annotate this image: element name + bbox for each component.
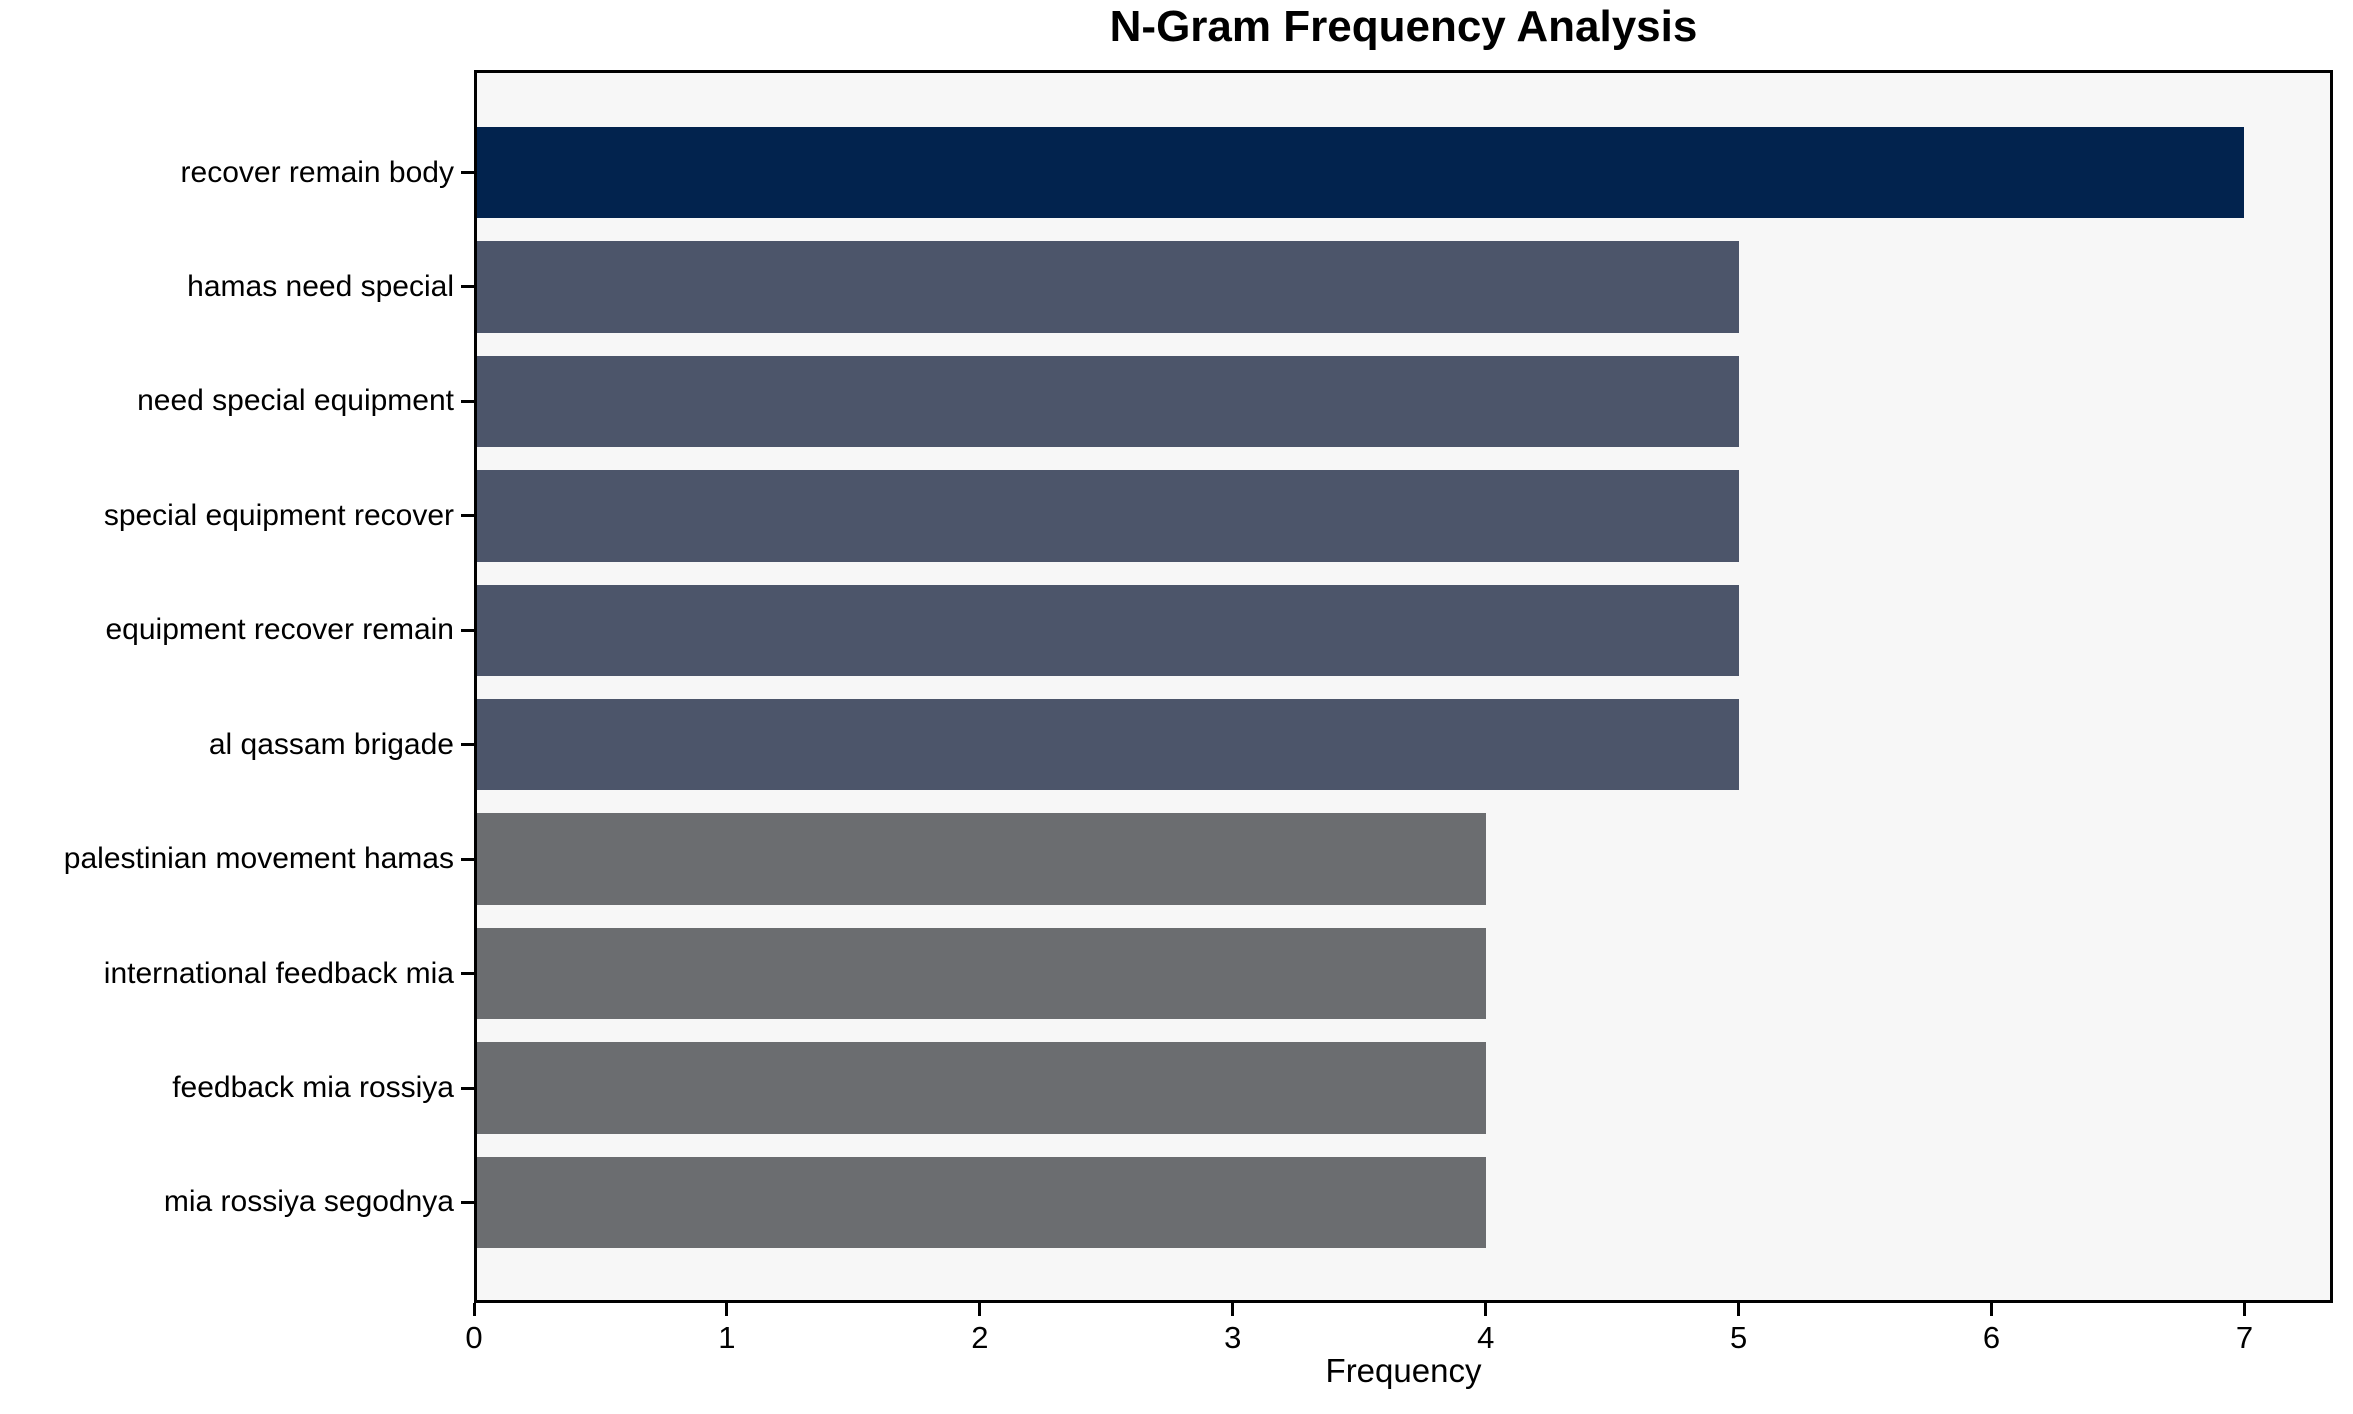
x-tick-label: 4	[1477, 1320, 1495, 1355]
y-tick-mark	[461, 1086, 474, 1090]
bar	[474, 927, 1486, 1020]
bar	[474, 470, 1739, 562]
bar	[474, 698, 1739, 791]
y-tick-mark	[461, 743, 474, 747]
bar	[474, 584, 1739, 677]
y-tick-mark	[461, 171, 474, 174]
x-tick-mark	[472, 1303, 476, 1316]
x-tick-label: 1	[718, 1320, 736, 1355]
y-tick-mark	[461, 285, 474, 289]
y-tick-mark	[461, 972, 474, 976]
y-tick-mark	[461, 857, 474, 861]
x-tick-mark	[725, 1303, 729, 1316]
y-tick-label: al qassam brigade	[208, 727, 454, 761]
y-tick-label: mia rossiya segodnya	[163, 1185, 454, 1219]
y-tick-mark	[461, 1200, 474, 1204]
x-tick-mark	[1990, 1303, 1994, 1316]
x-tick-label: 5	[1730, 1320, 1748, 1355]
plot-area	[474, 70, 2333, 1303]
bar	[474, 126, 2245, 219]
x-axis-title: Frequency	[1325, 1352, 1482, 1389]
y-tick-label: recover remain body	[180, 155, 454, 189]
y-tick-mark	[461, 399, 474, 403]
x-tick-mark	[978, 1303, 982, 1316]
y-tick-label: need special equipment	[137, 384, 454, 418]
bar	[474, 241, 1739, 333]
y-tick-label: palestinian movement hamas	[63, 842, 454, 876]
x-tick-label: 0	[465, 1320, 483, 1355]
x-tick-label: 7	[2235, 1320, 2254, 1355]
x-tick-label: 2	[971, 1320, 989, 1355]
y-tick-label: equipment recover remain	[105, 613, 454, 647]
x-tick-mark	[1737, 1303, 1741, 1316]
y-tick-label: special equipment recover	[103, 498, 454, 532]
y-tick-label: feedback mia rossiya	[172, 1071, 454, 1105]
x-tick-mark	[1484, 1303, 1488, 1316]
x-tick-mark	[2242, 1303, 2246, 1316]
y-tick-mark	[461, 514, 474, 518]
x-tick-mark	[1231, 1303, 1235, 1316]
bar	[474, 355, 1739, 448]
bar	[474, 1156, 1486, 1249]
bar	[474, 813, 1486, 905]
y-tick-label: hamas need special	[187, 269, 454, 303]
x-tick-label: 6	[1982, 1320, 2001, 1355]
y-tick-label: international feedback mia	[103, 956, 454, 990]
bar	[474, 1042, 1486, 1134]
chart-title: N-Gram Frequency Analysis	[1109, 2, 1698, 51]
y-tick-mark	[461, 628, 474, 632]
x-tick-label: 3	[1224, 1320, 1242, 1355]
